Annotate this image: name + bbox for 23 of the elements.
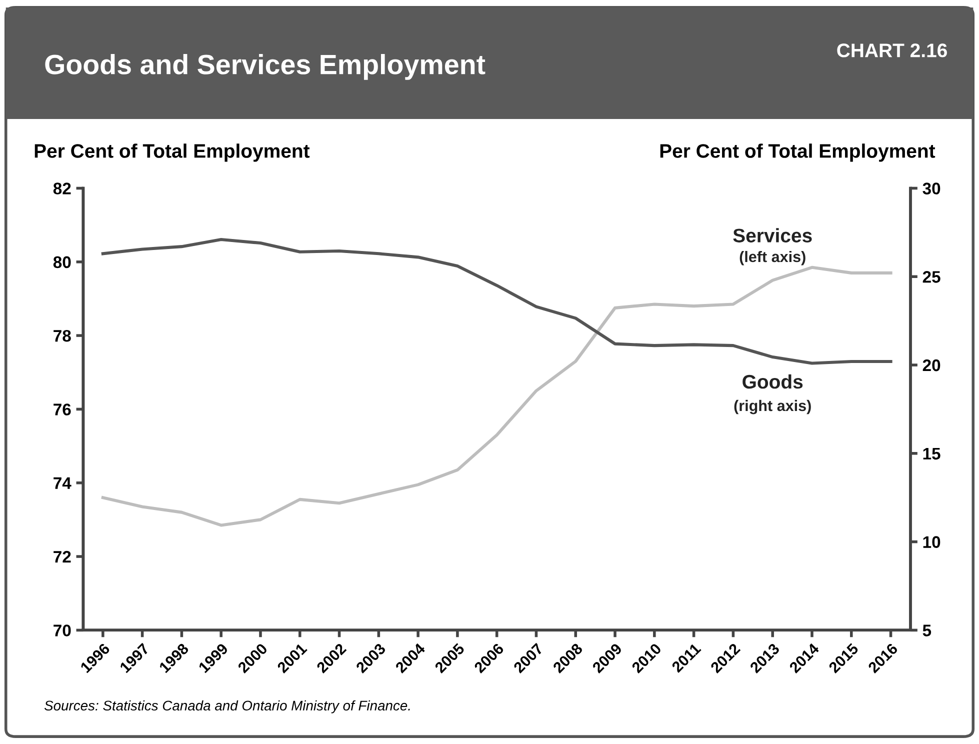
annotation: (left axis) — [740, 250, 806, 266]
y-tick-label: 82 — [53, 182, 71, 194]
y2-tick-label: 5 — [922, 624, 932, 636]
chart-title: Goods and Services Employment — [45, 54, 486, 80]
y2-tick-label: 20 — [922, 359, 940, 372]
series-label: Services — [733, 228, 812, 242]
y-tick-label: 76 — [54, 404, 71, 416]
y2-tick-label: 25 — [922, 271, 940, 283]
source-note: Sources: Statistics Canada and Ontario Ministry of Finance. — [44, 700, 410, 714]
y-tick-label: 80 — [53, 256, 71, 268]
annotation: (right axis) — [734, 400, 811, 414]
chart-subtitle: CHART 2.16 — [837, 44, 947, 58]
line-series — [101, 266, 892, 527]
y2-tick-label: 15 — [923, 448, 940, 460]
y-tick-label: 74 — [54, 477, 72, 489]
series-label: Goods — [742, 374, 803, 389]
y-tick-label: 70 — [54, 624, 71, 636]
y-tick-label: 72 — [54, 550, 71, 563]
y2-tick-label: 10 — [923, 536, 940, 548]
y-tick-label: 78 — [54, 330, 71, 342]
y2-axis-title: Per Cent of Total Employment — [660, 144, 936, 162]
y-axis-title: Per Cent of Total Employment — [34, 144, 310, 162]
y2-tick-label: 30 — [922, 182, 940, 194]
